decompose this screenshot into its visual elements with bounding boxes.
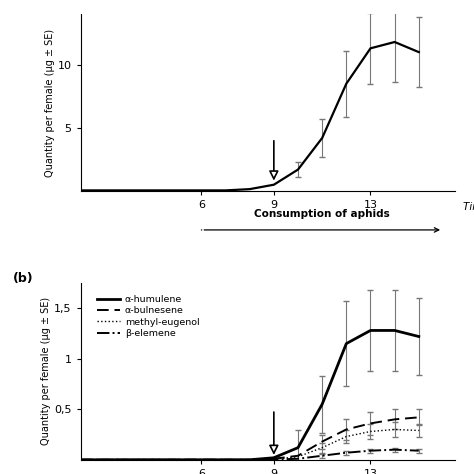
Y-axis label: Quantity per female (μg ± SE): Quantity per female (μg ± SE)	[45, 28, 55, 177]
Legend: α-humulene, α-bulnesene, methyl-eugenol, β-elemene: α-humulene, α-bulnesene, methyl-eugenol,…	[93, 291, 203, 342]
Text: (b): (b)	[13, 273, 34, 285]
Y-axis label: Quantity per female (μg ± SE): Quantity per female (μg ± SE)	[41, 297, 51, 446]
Text: Consumption of aphids: Consumption of aphids	[254, 210, 390, 219]
Text: Time (days): Time (days)	[463, 201, 474, 211]
